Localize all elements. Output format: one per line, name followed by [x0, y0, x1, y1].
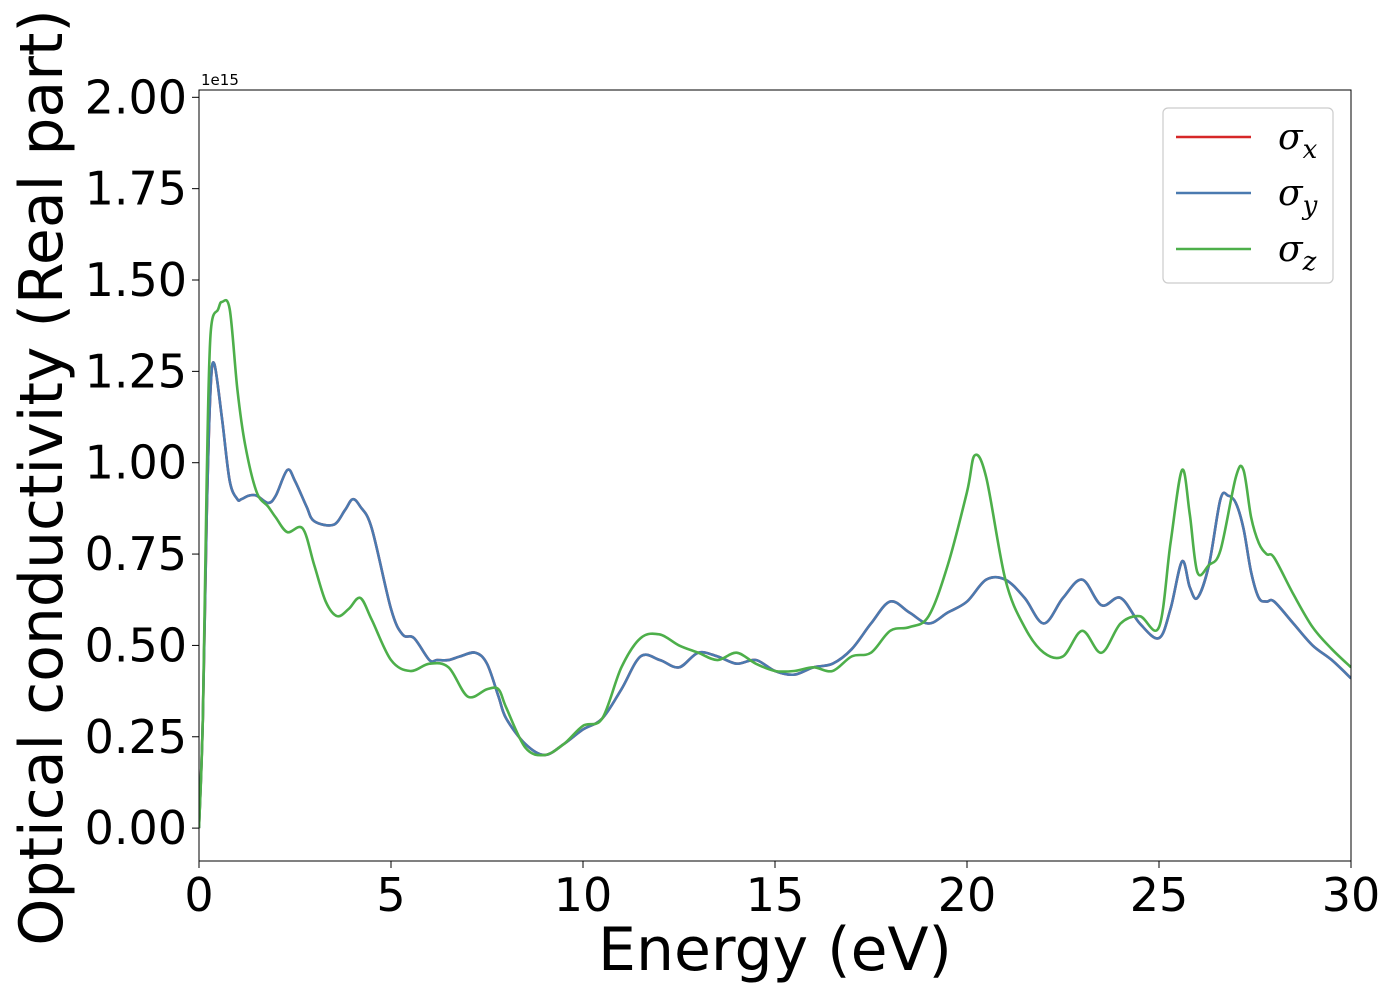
legend-label-symbol: σ	[1278, 173, 1304, 214]
y-tick-label: 1.25	[85, 344, 187, 398]
x-tick-label: 25	[1130, 868, 1189, 922]
y-tick-label: 1.75	[85, 162, 187, 216]
legend-label-subscript: x	[1303, 135, 1318, 165]
legend-box	[1162, 107, 1334, 284]
y-tick-label: 0.50	[85, 618, 187, 672]
x-tick-label: 5	[376, 868, 405, 922]
y-axis-title: Optical conductivity (Real part)	[7, 9, 77, 946]
x-tick-label: 15	[746, 868, 805, 922]
legend-label-symbol: σ	[1278, 229, 1304, 270]
y-tick-label: 2.00	[85, 70, 187, 124]
x-axis: 0 5 10 15 20 25 30	[184, 861, 1380, 922]
legend-label-z: σz	[1278, 229, 1317, 277]
legend-label-symbol: σ	[1278, 117, 1304, 158]
x-tick-label: 20	[938, 868, 997, 922]
legend-label-y: σy	[1278, 173, 1318, 221]
legend-label-subscript: y	[1302, 191, 1318, 221]
x-tick-label: 30	[1322, 868, 1381, 922]
y-tick-label: 1.00	[85, 436, 187, 490]
y-tick-label: 0.00	[85, 801, 187, 855]
x-tick-label: 10	[554, 868, 613, 922]
legend-label-subscript: z	[1302, 247, 1317, 277]
series-line-y	[199, 361, 1351, 829]
y-tick-label: 1.50	[85, 253, 187, 307]
series-line-z	[199, 298, 1351, 829]
y-tick-label: 0.75	[85, 527, 187, 581]
series-layer	[199, 298, 1351, 829]
x-tick-label: 0	[184, 868, 213, 922]
y-offset-label: 1e15	[201, 71, 239, 89]
y-axis: 0.00 0.25 0.50 0.75 1.00 1.25 1.50 1.75 2.00	[85, 70, 199, 855]
y-tick-label: 0.25	[85, 710, 187, 764]
legend-label-x: σx	[1278, 117, 1318, 165]
series-line-x	[199, 361, 1351, 829]
x-axis-title: Energy (eV)	[598, 915, 952, 985]
